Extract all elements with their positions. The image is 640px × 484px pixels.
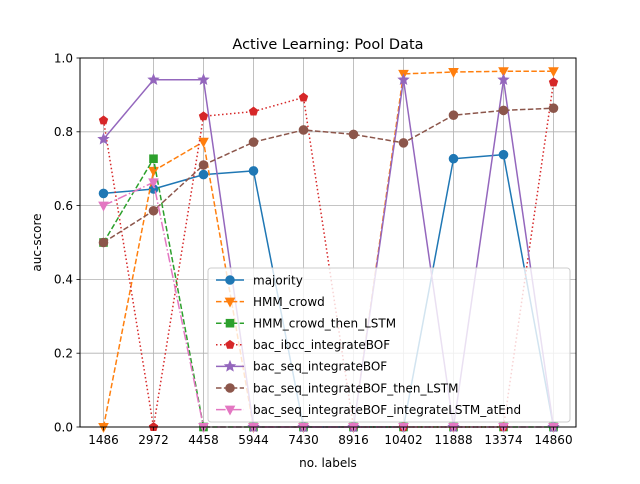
- data-point: [149, 154, 158, 164]
- data-point: [348, 129, 359, 140]
- plot-frame: [79, 57, 577, 428]
- data-point: [148, 178, 159, 189]
- legend-marker: [225, 339, 235, 349]
- data-point: [197, 73, 210, 86]
- legend-label: bac_seq_integrateBOF: [253, 360, 387, 374]
- data-point: [298, 92, 309, 102]
- data-point: [548, 67, 559, 78]
- legend-label: bac_ibcc_integrateBOF: [253, 338, 390, 352]
- data-point: [198, 137, 209, 148]
- legend-item: HMM_crowd_then_LSTM: [216, 317, 396, 331]
- data-point: [248, 137, 259, 147]
- x-tick-label: 1486: [88, 433, 119, 447]
- legend-marker: [225, 318, 235, 328]
- data-point: [198, 160, 209, 170]
- data-point: [448, 68, 459, 78]
- data-point: [448, 110, 459, 120]
- data-point: [98, 237, 109, 248]
- x-tick-label: 8916: [338, 433, 369, 447]
- legend-box: [207, 267, 571, 423]
- series-bac_seq_integrateBOF_then_LSTM: [98, 103, 559, 248]
- data-point: [548, 103, 559, 113]
- data-point: [498, 67, 509, 78]
- y-tick-label: 0.4: [54, 273, 73, 287]
- x-tick-label: 11888: [434, 433, 472, 447]
- data-point: [498, 105, 509, 116]
- data-point: [298, 125, 309, 135]
- legend-label: HMM_crowd: [253, 295, 325, 309]
- legend-item: HMM_crowd: [216, 295, 325, 309]
- legend-marker: [224, 297, 236, 308]
- data-point: [248, 166, 259, 176]
- data-point: [198, 169, 209, 180]
- legend-marker: [225, 275, 235, 285]
- data-point: [398, 138, 409, 148]
- series-line: [102, 157, 554, 428]
- legend-item: bac_seq_integrateBOF: [216, 360, 387, 374]
- legend-item: majority: [216, 273, 303, 287]
- legend-item: bac_ibcc_integrateBOF: [216, 338, 390, 352]
- legend-label: bac_seq_integrateBOF_integrateLSTM_atEnd: [253, 403, 521, 417]
- y-tick-label: 0.2: [54, 347, 73, 361]
- x-tick-label: 10402: [384, 433, 422, 447]
- data-point: [198, 111, 209, 121]
- legend-marker: [224, 405, 236, 416]
- data-point: [98, 201, 109, 212]
- data-point: [98, 115, 109, 125]
- data-point: [548, 77, 559, 87]
- data-point: [148, 205, 159, 216]
- x-tick-label: 4458: [188, 433, 219, 447]
- legend-marker: [225, 383, 235, 393]
- y-tick-label: 0.8: [54, 125, 73, 139]
- y-axis-label: auc-score: [30, 213, 44, 271]
- x-tick-label: 2972: [138, 433, 169, 447]
- x-tick-label: 14860: [534, 433, 572, 447]
- y-tick-label: 1.0: [54, 51, 73, 65]
- axis-ticks: 1486 2972 4458 5944 7430 8916 10402 11888 13374 1…: [54, 51, 573, 447]
- data-point: [147, 73, 160, 86]
- series-line: [102, 82, 555, 428]
- data-point: [97, 132, 110, 145]
- data-point: [448, 153, 459, 164]
- chart-title: Active Learning: Pool Data: [232, 37, 423, 53]
- x-axis-label: no. labels: [299, 456, 357, 470]
- legend-item: bac_seq_integrateBOF_integrateLSTM_atEnd: [216, 403, 521, 417]
- legend-marker: [223, 359, 237, 372]
- y-tick-label: 0.6: [54, 199, 73, 213]
- legend-label: majority: [253, 273, 303, 287]
- data-point: [498, 149, 509, 160]
- legend-label: HMM_crowd_then_LSTM: [253, 317, 396, 331]
- data-point: [397, 73, 410, 86]
- legend-label: bac_seq_integrateBOF_then_LSTM: [253, 381, 459, 395]
- legend: majority HMM_crowd HMM_crowd_then_LSTM bac_…: [207, 267, 571, 423]
- legend-item: bac_seq_integrateBOF_then_LSTM: [216, 381, 459, 395]
- x-tick-label: 13374: [484, 433, 522, 447]
- data-point: [98, 188, 109, 199]
- data-point: [497, 73, 510, 86]
- x-tick-label: 7430: [288, 433, 319, 447]
- y-tick-label: 0.0: [54, 420, 73, 434]
- data-point: [248, 106, 259, 116]
- x-tick-label: 5944: [238, 433, 269, 447]
- data-point: [148, 166, 159, 177]
